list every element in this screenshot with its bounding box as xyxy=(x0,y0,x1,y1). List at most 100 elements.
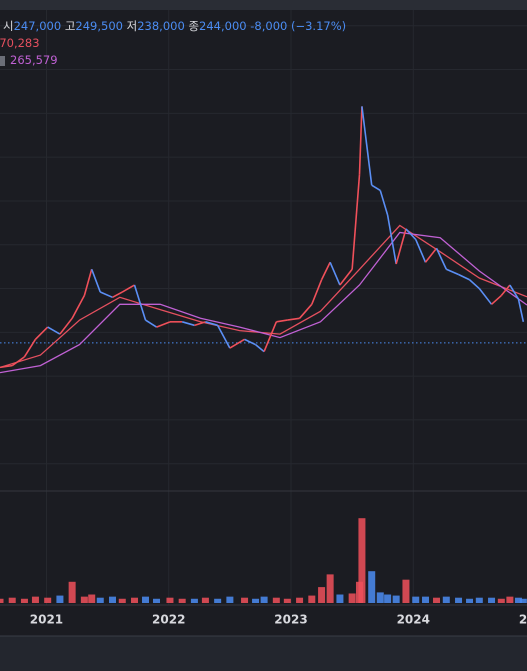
plot-background xyxy=(0,10,527,635)
volume-bar xyxy=(506,596,514,603)
price-segment xyxy=(468,279,480,290)
volume-bar xyxy=(214,598,222,603)
volume-bar xyxy=(475,597,483,603)
price-segment xyxy=(445,268,459,276)
volume-bar xyxy=(376,592,384,603)
volume-bar xyxy=(358,518,366,603)
price-segment xyxy=(83,269,93,296)
price-segment xyxy=(414,239,427,263)
volume-bar xyxy=(68,581,76,603)
price-segment xyxy=(361,106,373,186)
volume-bar xyxy=(80,596,88,603)
price-segment xyxy=(358,106,363,175)
volume-bar xyxy=(88,594,96,603)
volume-bar xyxy=(368,571,376,603)
ma-label-1: 270,283 xyxy=(0,36,40,50)
volume-bar xyxy=(272,597,280,603)
price-segment xyxy=(156,321,171,328)
ohlc-header: 시247,000 고249,500 저238,000 종244,000 -8,0… xyxy=(3,19,346,33)
price-segment xyxy=(405,228,417,241)
price-segment xyxy=(311,279,323,305)
volume-bar xyxy=(348,593,356,603)
volume-bar xyxy=(466,598,474,603)
volume-bar xyxy=(519,598,527,603)
volume-bar xyxy=(412,596,420,603)
volume-bar xyxy=(455,597,463,603)
volume-bar xyxy=(392,595,400,603)
volume-bar xyxy=(108,596,116,603)
price-segment xyxy=(181,321,195,327)
volume-bar xyxy=(488,597,496,603)
volume-bar xyxy=(142,596,150,603)
price-segment xyxy=(23,338,37,358)
volume-bar xyxy=(190,598,198,603)
volume-bar xyxy=(497,598,505,603)
volume-bar xyxy=(8,597,16,603)
price-segment xyxy=(379,190,389,216)
price-segment xyxy=(205,321,218,327)
price-segment xyxy=(133,284,147,321)
price-segment xyxy=(458,273,470,281)
price-segment xyxy=(71,295,86,319)
volume-bar xyxy=(20,598,28,603)
price-segment xyxy=(112,291,123,299)
price-segment xyxy=(500,284,511,297)
volume-bar xyxy=(402,579,410,603)
volume-bar xyxy=(433,597,441,603)
price-segment xyxy=(59,317,73,335)
volume-bar xyxy=(201,597,209,603)
x-tick-label: 2021 xyxy=(30,613,63,627)
volume-bar xyxy=(296,597,304,603)
open-label: 시 xyxy=(3,19,14,33)
volume-bar xyxy=(226,596,234,603)
price-segment xyxy=(229,338,245,349)
volume-bar xyxy=(178,598,186,603)
close-value: 244,000 xyxy=(199,19,247,33)
low-label: 저 xyxy=(126,19,138,33)
price-segment xyxy=(194,321,206,327)
price-segment xyxy=(320,261,331,281)
volume-bar xyxy=(44,597,52,603)
volume-bar xyxy=(422,596,430,603)
price-segment xyxy=(298,303,313,319)
x-tick-label: 2024 xyxy=(397,613,430,627)
volume-bar xyxy=(260,596,268,603)
price-segment xyxy=(478,288,493,305)
volume-bar xyxy=(31,596,39,603)
price-segment xyxy=(99,291,113,299)
price-segment xyxy=(11,356,25,367)
volume-bar xyxy=(252,598,260,603)
price-segment xyxy=(255,343,265,353)
volume-bar xyxy=(118,598,126,603)
moving-average-line xyxy=(0,231,527,374)
price-segment xyxy=(509,284,520,300)
volume-bar xyxy=(326,574,334,603)
volume-bar xyxy=(318,587,326,603)
high-value: 249,500 xyxy=(75,19,123,33)
price-segment xyxy=(339,268,353,286)
x-tick-label: 2022 xyxy=(152,613,185,627)
price-segment xyxy=(244,338,256,346)
ma-label-2: 265,579 xyxy=(10,53,58,67)
volume-bar xyxy=(514,597,522,603)
volume-bar xyxy=(241,597,249,603)
price-segment xyxy=(0,364,13,369)
volume-bar xyxy=(0,598,4,603)
price-segment xyxy=(121,284,135,293)
open-value: 247,000 xyxy=(13,19,62,33)
volume-bar xyxy=(131,597,139,603)
legend-icon xyxy=(0,55,5,66)
x-tick-label: 2023 xyxy=(274,613,307,627)
price-segment xyxy=(287,317,300,321)
price-segment xyxy=(90,268,102,293)
price-segment xyxy=(145,319,157,328)
volume-bar xyxy=(153,598,161,603)
price-segment xyxy=(276,319,288,323)
price-segment xyxy=(386,214,397,265)
price-segment xyxy=(34,326,49,340)
top-bar xyxy=(0,0,527,10)
volume-bar xyxy=(96,597,104,603)
volume-bar xyxy=(283,598,291,603)
